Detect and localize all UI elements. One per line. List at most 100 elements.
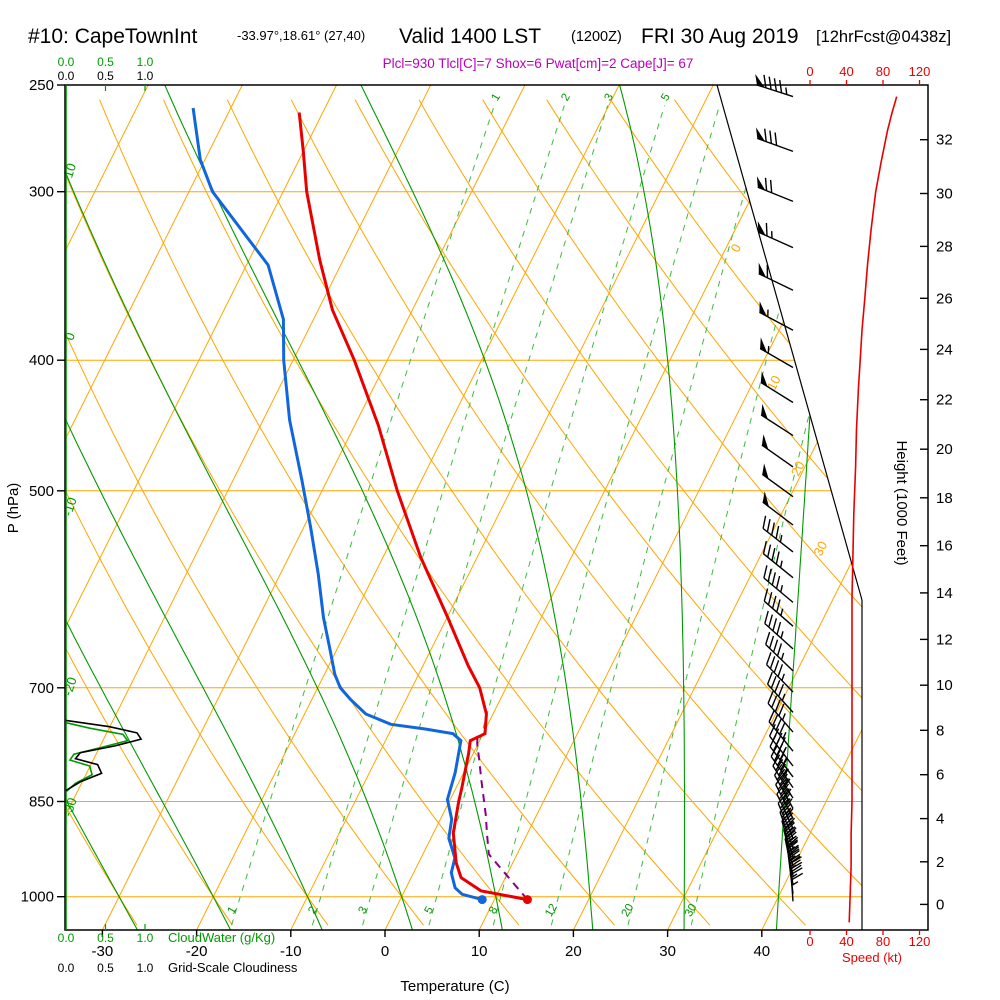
svg-text:20: 20 [936,441,953,458]
svg-text:12: 12 [936,631,953,648]
svg-text:2: 2 [559,92,573,104]
surface-dots [477,895,532,905]
svg-text:40: 40 [839,934,853,949]
speed-profile-curve [848,96,898,923]
svg-text:0: 0 [61,331,78,343]
svg-text:20: 20 [565,943,582,960]
cloudiness-curve [65,719,143,792]
svg-text:26: 26 [936,290,953,307]
svg-text:18: 18 [936,490,953,507]
svg-text:0.0: 0.0 [58,55,75,69]
svg-text:5: 5 [423,905,437,917]
zulu-time: (1200Z) [571,29,622,45]
plot-frame [64,84,929,931]
svg-text:0: 0 [806,934,813,949]
svg-text:120: 120 [909,934,931,949]
svg-text:-30: -30 [92,943,114,960]
svg-text:0: 0 [727,241,744,254]
svg-text:2: 2 [306,905,320,917]
svg-text:10: 10 [936,677,953,694]
svg-text:24: 24 [936,341,953,358]
svg-text:0: 0 [806,64,813,79]
temperature-axis-title: Temperature (C) [400,978,509,995]
svg-text:700: 700 [29,680,54,697]
svg-text:1.0: 1.0 [137,931,154,945]
wind-barbs [755,73,804,902]
svg-text:120: 120 [909,64,931,79]
svg-text:-30: -30 [60,796,80,819]
svg-text:-20: -20 [60,675,80,698]
svg-text:30: 30 [659,943,676,960]
svg-text:0.0: 0.0 [58,961,75,975]
svg-text:3: 3 [356,905,370,917]
svg-text:3: 3 [602,92,616,104]
svg-text:8: 8 [936,722,944,739]
svg-text:4: 4 [936,811,944,828]
svg-text:2: 2 [936,854,944,871]
svg-text:0: 0 [381,943,389,960]
station-title: #10: CapeTownInt [28,25,197,48]
svg-text:5: 5 [659,92,673,104]
svg-text:22: 22 [936,392,953,409]
svg-text:10: 10 [471,943,488,960]
valid-date: FRI 30 Aug 2019 [641,25,799,48]
svg-text:-10: -10 [280,943,302,960]
svg-text:400: 400 [29,352,54,369]
svg-text:40: 40 [839,64,853,79]
cloud-water-curve [65,721,129,793]
parcel-curve [476,733,529,901]
svg-text:14: 14 [936,585,953,602]
svg-text:10: 10 [60,161,79,179]
dewpoint-curve [191,107,483,902]
svg-text:80: 80 [876,64,890,79]
valid-time: Valid 1400 LST [399,25,541,48]
svg-text:0.5: 0.5 [97,55,114,69]
stability-params-line: Plcl=930 Tlcl[C]=7 Shox=6 Pwat[cm]=2 Cap… [383,56,694,71]
svg-text:1.0: 1.0 [137,69,154,83]
forecast-info: [12hrFcst@0438z] [816,28,951,46]
svg-text:0.5: 0.5 [97,961,114,975]
svg-text:0.5: 0.5 [97,69,114,83]
svg-text:28: 28 [936,238,953,255]
svg-text:-20: -20 [186,943,208,960]
grid-lines [65,85,862,930]
svg-text:0.0: 0.0 [58,69,75,83]
svg-text:8: 8 [487,905,501,917]
cloudwater-scale-title: CloudWater (g/Kg) [168,930,275,945]
svg-text:20: 20 [788,459,808,479]
svg-text:1: 1 [226,905,240,917]
svg-text:30: 30 [683,902,700,919]
svg-text:16: 16 [936,538,953,555]
height-axis-title: Height (1000 Feet) [893,440,910,565]
svg-text:1: 1 [490,92,504,104]
svg-text:0: 0 [936,896,944,913]
surface-temp-dot [522,895,532,905]
svg-text:1000: 1000 [21,889,54,906]
svg-text:1.0: 1.0 [137,961,154,975]
svg-text:850: 850 [29,794,54,811]
svg-text:1.0: 1.0 [137,55,154,69]
cloudiness-scale-title: Grid-Scale Cloudiness [168,960,298,975]
station-coords: -33.97°,18.61° (27,40) [237,28,365,43]
svg-text:12: 12 [543,902,560,919]
svg-text:32: 32 [936,132,953,149]
svg-text:6: 6 [936,767,944,784]
svg-text:30: 30 [810,539,830,559]
svg-text:300: 300 [29,184,54,201]
svg-text:0.5: 0.5 [97,931,114,945]
surface-dewpoint-dot [477,895,487,905]
svg-text:30: 30 [936,186,953,203]
svg-text:20: 20 [620,902,637,919]
svg-text:80: 80 [876,934,890,949]
pressure-axis-title: P (hPa) [5,483,22,534]
svg-text:500: 500 [29,483,54,500]
temperature-curve [297,112,528,902]
svg-text:40: 40 [753,943,770,960]
svg-text:0.0: 0.0 [58,931,75,945]
speed-axis-title: Speed (kt) [842,950,902,965]
